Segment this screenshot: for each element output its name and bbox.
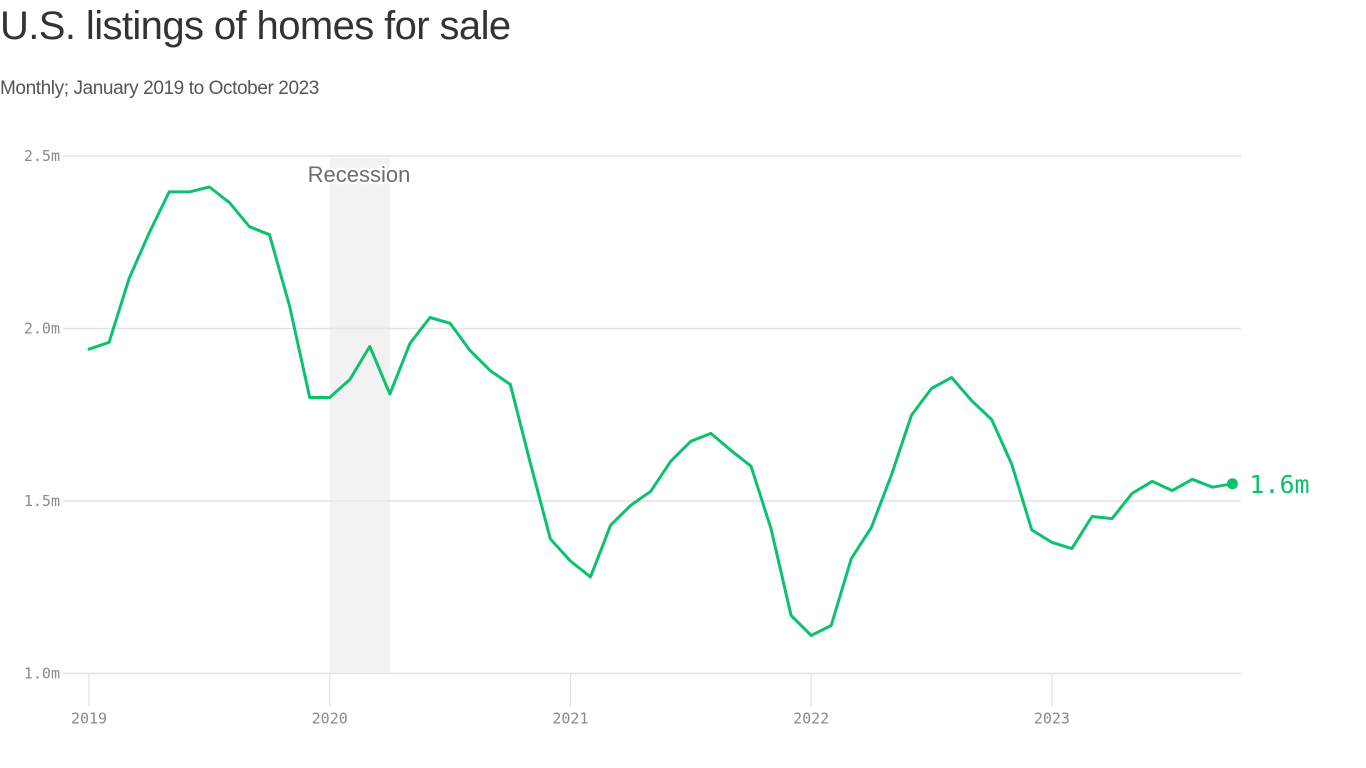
y-gridlines	[63, 155, 1241, 675]
listings-line	[87, 185, 1234, 637]
x-tick-label: 2023	[1034, 710, 1070, 728]
x-tick-label: 2021	[552, 710, 588, 728]
x-tick-label: 2022	[793, 710, 829, 728]
y-tick-label: 2.5m	[24, 147, 60, 165]
y-tick-label: 1.5m	[24, 492, 60, 510]
recession-annotation: Recession	[305, 160, 413, 190]
x-tick-label: 2020	[312, 710, 348, 728]
end-point-marker	[1226, 478, 1238, 490]
x-tick-label: 2019	[71, 710, 107, 728]
recession-band	[329, 158, 390, 674]
end-value-label: 1.6m	[1249, 470, 1309, 499]
x-axis: 2019 2020 2021 2022 2023	[71, 673, 1070, 728]
chart-title: U.S. listings of homes for sale	[0, 4, 511, 48]
recession-shading	[329, 158, 390, 674]
chart-subtitle: Monthly; January 2019 to October 2023	[0, 78, 319, 99]
y-axis: 1.0m 1.5m 2.0m 2.5m	[24, 147, 60, 683]
y-tick-label: 2.0m	[24, 320, 60, 338]
recession-label: Recession	[308, 162, 411, 187]
y-tick-label: 1.0m	[24, 665, 60, 683]
